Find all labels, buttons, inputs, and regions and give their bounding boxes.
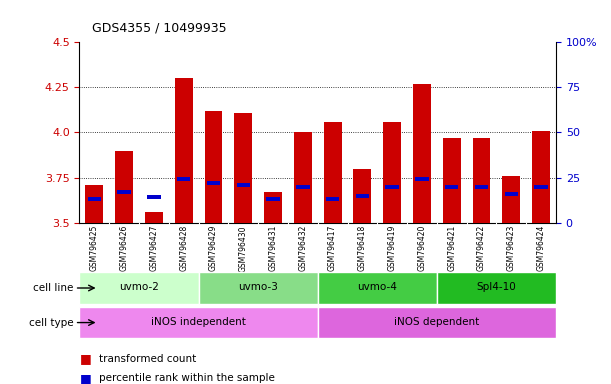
Text: cell type: cell type <box>29 318 73 328</box>
Text: GSM796432: GSM796432 <box>298 225 307 271</box>
Bar <box>415 177 429 181</box>
Text: GSM796427: GSM796427 <box>150 225 158 271</box>
Bar <box>87 197 101 201</box>
Bar <box>326 197 339 201</box>
Text: GSM796423: GSM796423 <box>507 225 516 271</box>
Text: iNOS dependent: iNOS dependent <box>394 317 480 327</box>
Bar <box>353 169 371 223</box>
Text: GSM796429: GSM796429 <box>209 225 218 271</box>
Text: GSM796426: GSM796426 <box>120 225 128 271</box>
Bar <box>236 183 250 187</box>
Text: GSM796428: GSM796428 <box>179 225 188 271</box>
Text: GSM796418: GSM796418 <box>358 225 367 271</box>
Bar <box>413 84 431 223</box>
Bar <box>147 195 161 199</box>
Bar <box>294 132 312 223</box>
Bar <box>235 113 252 223</box>
Text: uvmo-4: uvmo-4 <box>357 282 397 292</box>
Text: GSM796420: GSM796420 <box>417 225 426 271</box>
Bar <box>443 138 461 223</box>
Bar <box>473 138 491 223</box>
Bar <box>266 197 280 201</box>
Text: GDS4355 / 10499935: GDS4355 / 10499935 <box>92 22 226 35</box>
Bar <box>356 194 369 198</box>
Text: percentile rank within the sample: percentile rank within the sample <box>99 373 275 383</box>
Text: cell line: cell line <box>33 283 73 293</box>
Text: GSM796430: GSM796430 <box>239 225 247 271</box>
Bar <box>86 185 103 223</box>
Text: iNOS independent: iNOS independent <box>151 317 246 327</box>
Bar <box>79 273 199 303</box>
Bar <box>532 131 550 223</box>
Bar <box>383 122 401 223</box>
Bar <box>437 273 556 303</box>
Text: uvmo-2: uvmo-2 <box>119 282 159 292</box>
Text: Spl4-10: Spl4-10 <box>477 282 516 292</box>
Bar <box>264 192 282 223</box>
Bar <box>318 273 437 303</box>
Text: GSM796417: GSM796417 <box>328 225 337 271</box>
Bar <box>177 177 191 181</box>
Bar <box>115 151 133 223</box>
Bar <box>175 78 192 223</box>
Text: GSM796431: GSM796431 <box>269 225 277 271</box>
Text: ■: ■ <box>79 372 91 384</box>
Text: uvmo-3: uvmo-3 <box>238 282 278 292</box>
Bar <box>505 192 518 196</box>
Bar <box>117 190 131 194</box>
Text: ■: ■ <box>79 353 91 366</box>
Text: GSM796425: GSM796425 <box>90 225 99 271</box>
Bar <box>207 181 220 185</box>
Bar <box>475 185 488 189</box>
Bar <box>535 185 548 189</box>
Bar <box>205 111 222 223</box>
Bar <box>79 307 318 338</box>
Bar <box>145 212 163 223</box>
Text: GSM796419: GSM796419 <box>388 225 397 271</box>
Bar <box>502 176 520 223</box>
Bar <box>386 185 399 189</box>
Text: GSM796421: GSM796421 <box>447 225 456 271</box>
Bar <box>445 185 458 189</box>
Text: GSM796424: GSM796424 <box>536 225 546 271</box>
Text: transformed count: transformed count <box>99 354 196 364</box>
Text: GSM796422: GSM796422 <box>477 225 486 271</box>
Bar <box>324 122 342 223</box>
Bar <box>318 307 556 338</box>
Bar <box>199 273 318 303</box>
Bar <box>296 185 310 189</box>
